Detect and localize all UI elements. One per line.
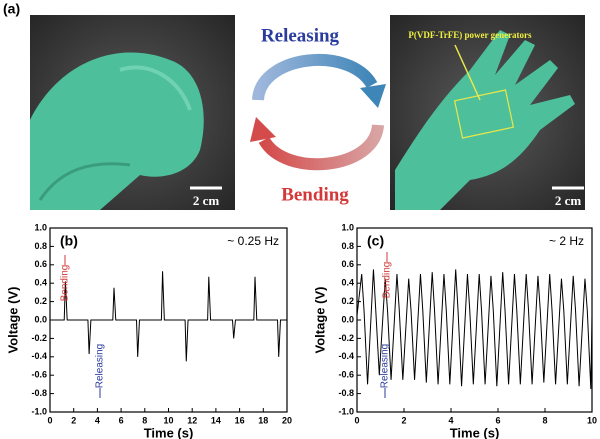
y-tick-label: -0.6 — [338, 370, 354, 380]
voltage-line — [50, 271, 287, 362]
x-tick-label: 4 — [448, 415, 453, 425]
panel-label: (a) — [3, 1, 20, 17]
bending-label: Bending — [382, 262, 393, 299]
device-label: P(VDF-TrFE) power generators — [408, 30, 532, 40]
x-tick-label: 10 — [587, 415, 597, 425]
x-axis-label: Time (s) — [450, 425, 500, 439]
y-axis-label: Voltage (V) — [312, 287, 327, 354]
scale-label: 2 cm — [555, 193, 582, 208]
x-tick-label: 18 — [258, 415, 268, 425]
y-tick-label: -1.0 — [338, 406, 354, 416]
y-tick-label: 0.6 — [34, 259, 47, 269]
releasing-label: Releasing — [380, 344, 391, 388]
y-tick-label: -1.0 — [31, 406, 47, 416]
scale-label: 2 cm — [193, 193, 220, 208]
y-tick-label: 0.8 — [341, 241, 354, 251]
voltage-line — [356, 269, 593, 390]
x-axis-label: Time (s) — [144, 425, 194, 439]
y-tick-label: -0.2 — [338, 333, 354, 343]
y-axis-label: Voltage (V) — [5, 287, 20, 354]
x-tick-label: 12 — [187, 415, 197, 425]
x-tick-label: 20 — [282, 415, 292, 425]
y-tick-label: -0.2 — [31, 333, 47, 343]
y-tick-label: -0.8 — [338, 388, 354, 398]
x-tick-label: 2 — [71, 415, 76, 425]
bending-label: Bending — [60, 265, 71, 302]
y-tick-label: 0.2 — [34, 296, 47, 306]
left-photo: 2 cm — [30, 15, 235, 210]
y-tick-label: 0.0 — [341, 314, 354, 324]
x-tick-label: 0 — [47, 415, 52, 425]
right-photo: P(VDF-TrFE) power generators 2 cm — [390, 15, 585, 210]
frequency-label: ~ 0.25 Hz — [227, 234, 279, 248]
y-tick-label: -0.4 — [338, 351, 354, 361]
x-tick-label: 0 — [354, 415, 359, 425]
cycle-diagram: Releasing Bending — [250, 25, 386, 205]
x-tick-label: 6 — [119, 415, 124, 425]
y-tick-label: 1.0 — [34, 222, 47, 232]
y-tick-label: 0.8 — [34, 241, 47, 251]
cycle-bottom-label: Bending — [281, 184, 349, 205]
x-tick-label: 6 — [495, 415, 500, 425]
y-tick-label: 0.4 — [341, 278, 354, 288]
y-tick-label: -0.6 — [31, 370, 47, 380]
cycle-top-label: Releasing — [261, 25, 340, 46]
x-tick-label: 8 — [542, 415, 547, 425]
releasing-label: Releasing — [95, 344, 106, 388]
y-tick-label: 0.0 — [34, 314, 47, 324]
panel-label: (b) — [60, 233, 78, 249]
y-tick-label: 0.4 — [34, 278, 47, 288]
panel-label: (c) — [367, 233, 384, 249]
y-tick-label: 0.2 — [341, 296, 354, 306]
plot-frame — [356, 227, 593, 413]
x-tick-label: 8 — [142, 415, 147, 425]
y-tick-label: -0.4 — [31, 351, 47, 361]
x-tick-label: 16 — [235, 415, 245, 425]
y-tick-label: 0.6 — [341, 259, 354, 269]
frequency-label: ~ 2 Hz — [549, 234, 584, 248]
x-tick-label: 14 — [211, 415, 221, 425]
x-tick-label: 4 — [95, 415, 100, 425]
y-tick-label: 1.0 — [341, 222, 354, 232]
x-tick-label: 10 — [163, 415, 173, 425]
x-tick-label: 2 — [401, 415, 406, 425]
y-tick-label: -0.8 — [31, 388, 47, 398]
